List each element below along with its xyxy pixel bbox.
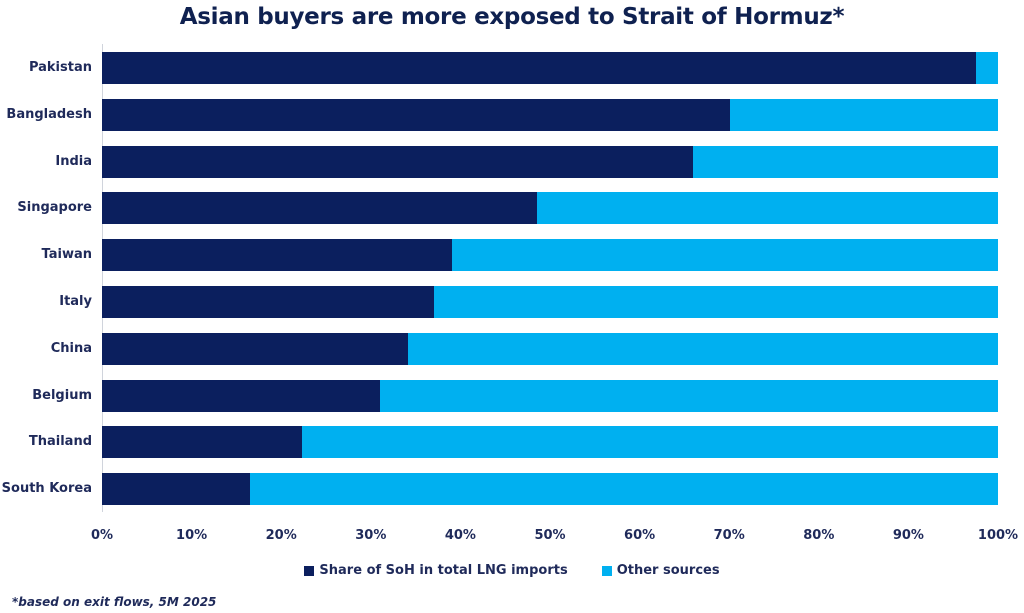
bar-row — [102, 286, 998, 318]
bar-row — [102, 426, 998, 459]
chart-title: Asian buyers are more exposed to Strait … — [179, 4, 845, 30]
bar-segment-soh — [102, 192, 537, 225]
legend-label-other: Other sources — [616, 563, 720, 578]
x-tick-label: 40% — [444, 528, 476, 543]
bar-segment-soh — [102, 379, 380, 412]
legend-swatch-other — [601, 565, 612, 576]
legend: Share of SoH in total LNG imports Other … — [0, 563, 1024, 578]
legend-label-soh: Share of SoH in total LNG imports — [319, 563, 568, 578]
category-label: Bangladesh — [6, 106, 92, 122]
category-label: Belgium — [32, 387, 92, 403]
bar-segment-other — [730, 98, 998, 131]
x-tick-label: 100% — [977, 528, 1019, 543]
bar-segment-other — [249, 473, 998, 506]
bar-row — [102, 379, 998, 412]
bar-segment-soh — [102, 426, 302, 459]
x-tick-label: 90% — [892, 528, 924, 543]
bar-segment-soh — [102, 332, 408, 365]
x-tick-label: 0% — [90, 528, 114, 543]
bar-row — [102, 473, 998, 506]
footnote: *based on exit flows, 5M 2025 — [12, 595, 217, 609]
y-axis-line — [102, 44, 103, 512]
bar-segment-soh — [102, 52, 976, 84]
category-label: Singapore — [17, 200, 92, 216]
bar-segment-other — [434, 286, 998, 318]
x-tick-label: 60% — [624, 528, 656, 543]
plot-area — [102, 44, 998, 512]
bar-segment-other — [975, 52, 998, 84]
category-label: India — [55, 153, 92, 169]
bar-row — [102, 52, 998, 84]
x-tick-label: 70% — [713, 528, 745, 543]
category-label: Italy — [59, 294, 92, 309]
legend-item-soh: Share of SoH in total LNG imports — [304, 563, 568, 578]
bar-segment-other — [452, 239, 998, 272]
bar-segment-soh — [102, 473, 250, 506]
bar-segment-other — [407, 332, 998, 365]
bar-segment-soh — [102, 98, 731, 131]
bar-row — [102, 239, 998, 272]
x-tick-label: 20% — [265, 528, 297, 543]
bar-segment-other — [301, 426, 998, 459]
x-tick-label: 50% — [534, 528, 566, 543]
bar-segment-soh — [102, 239, 453, 272]
bar-segment-other — [536, 192, 998, 225]
legend-swatch-soh — [304, 565, 315, 576]
bar-segment-other — [379, 379, 998, 412]
bar-row — [102, 332, 998, 365]
category-label: Pakistan — [28, 60, 92, 75]
bar-segment-other — [693, 145, 998, 178]
x-tick-label: 30% — [355, 528, 387, 543]
category-label: Thailand — [28, 434, 92, 450]
bar-row — [102, 145, 998, 178]
category-label: China — [50, 340, 92, 356]
bar-row — [102, 192, 998, 225]
bar-row — [102, 98, 998, 131]
legend-item-other: Other sources — [601, 563, 720, 578]
bar-segment-soh — [102, 145, 694, 178]
x-tick-label: 10% — [176, 528, 208, 543]
category-label: Taiwan — [41, 247, 92, 263]
category-label: South Korea — [1, 481, 92, 497]
x-tick-label: 80% — [803, 528, 835, 543]
bar-segment-soh — [102, 286, 435, 318]
